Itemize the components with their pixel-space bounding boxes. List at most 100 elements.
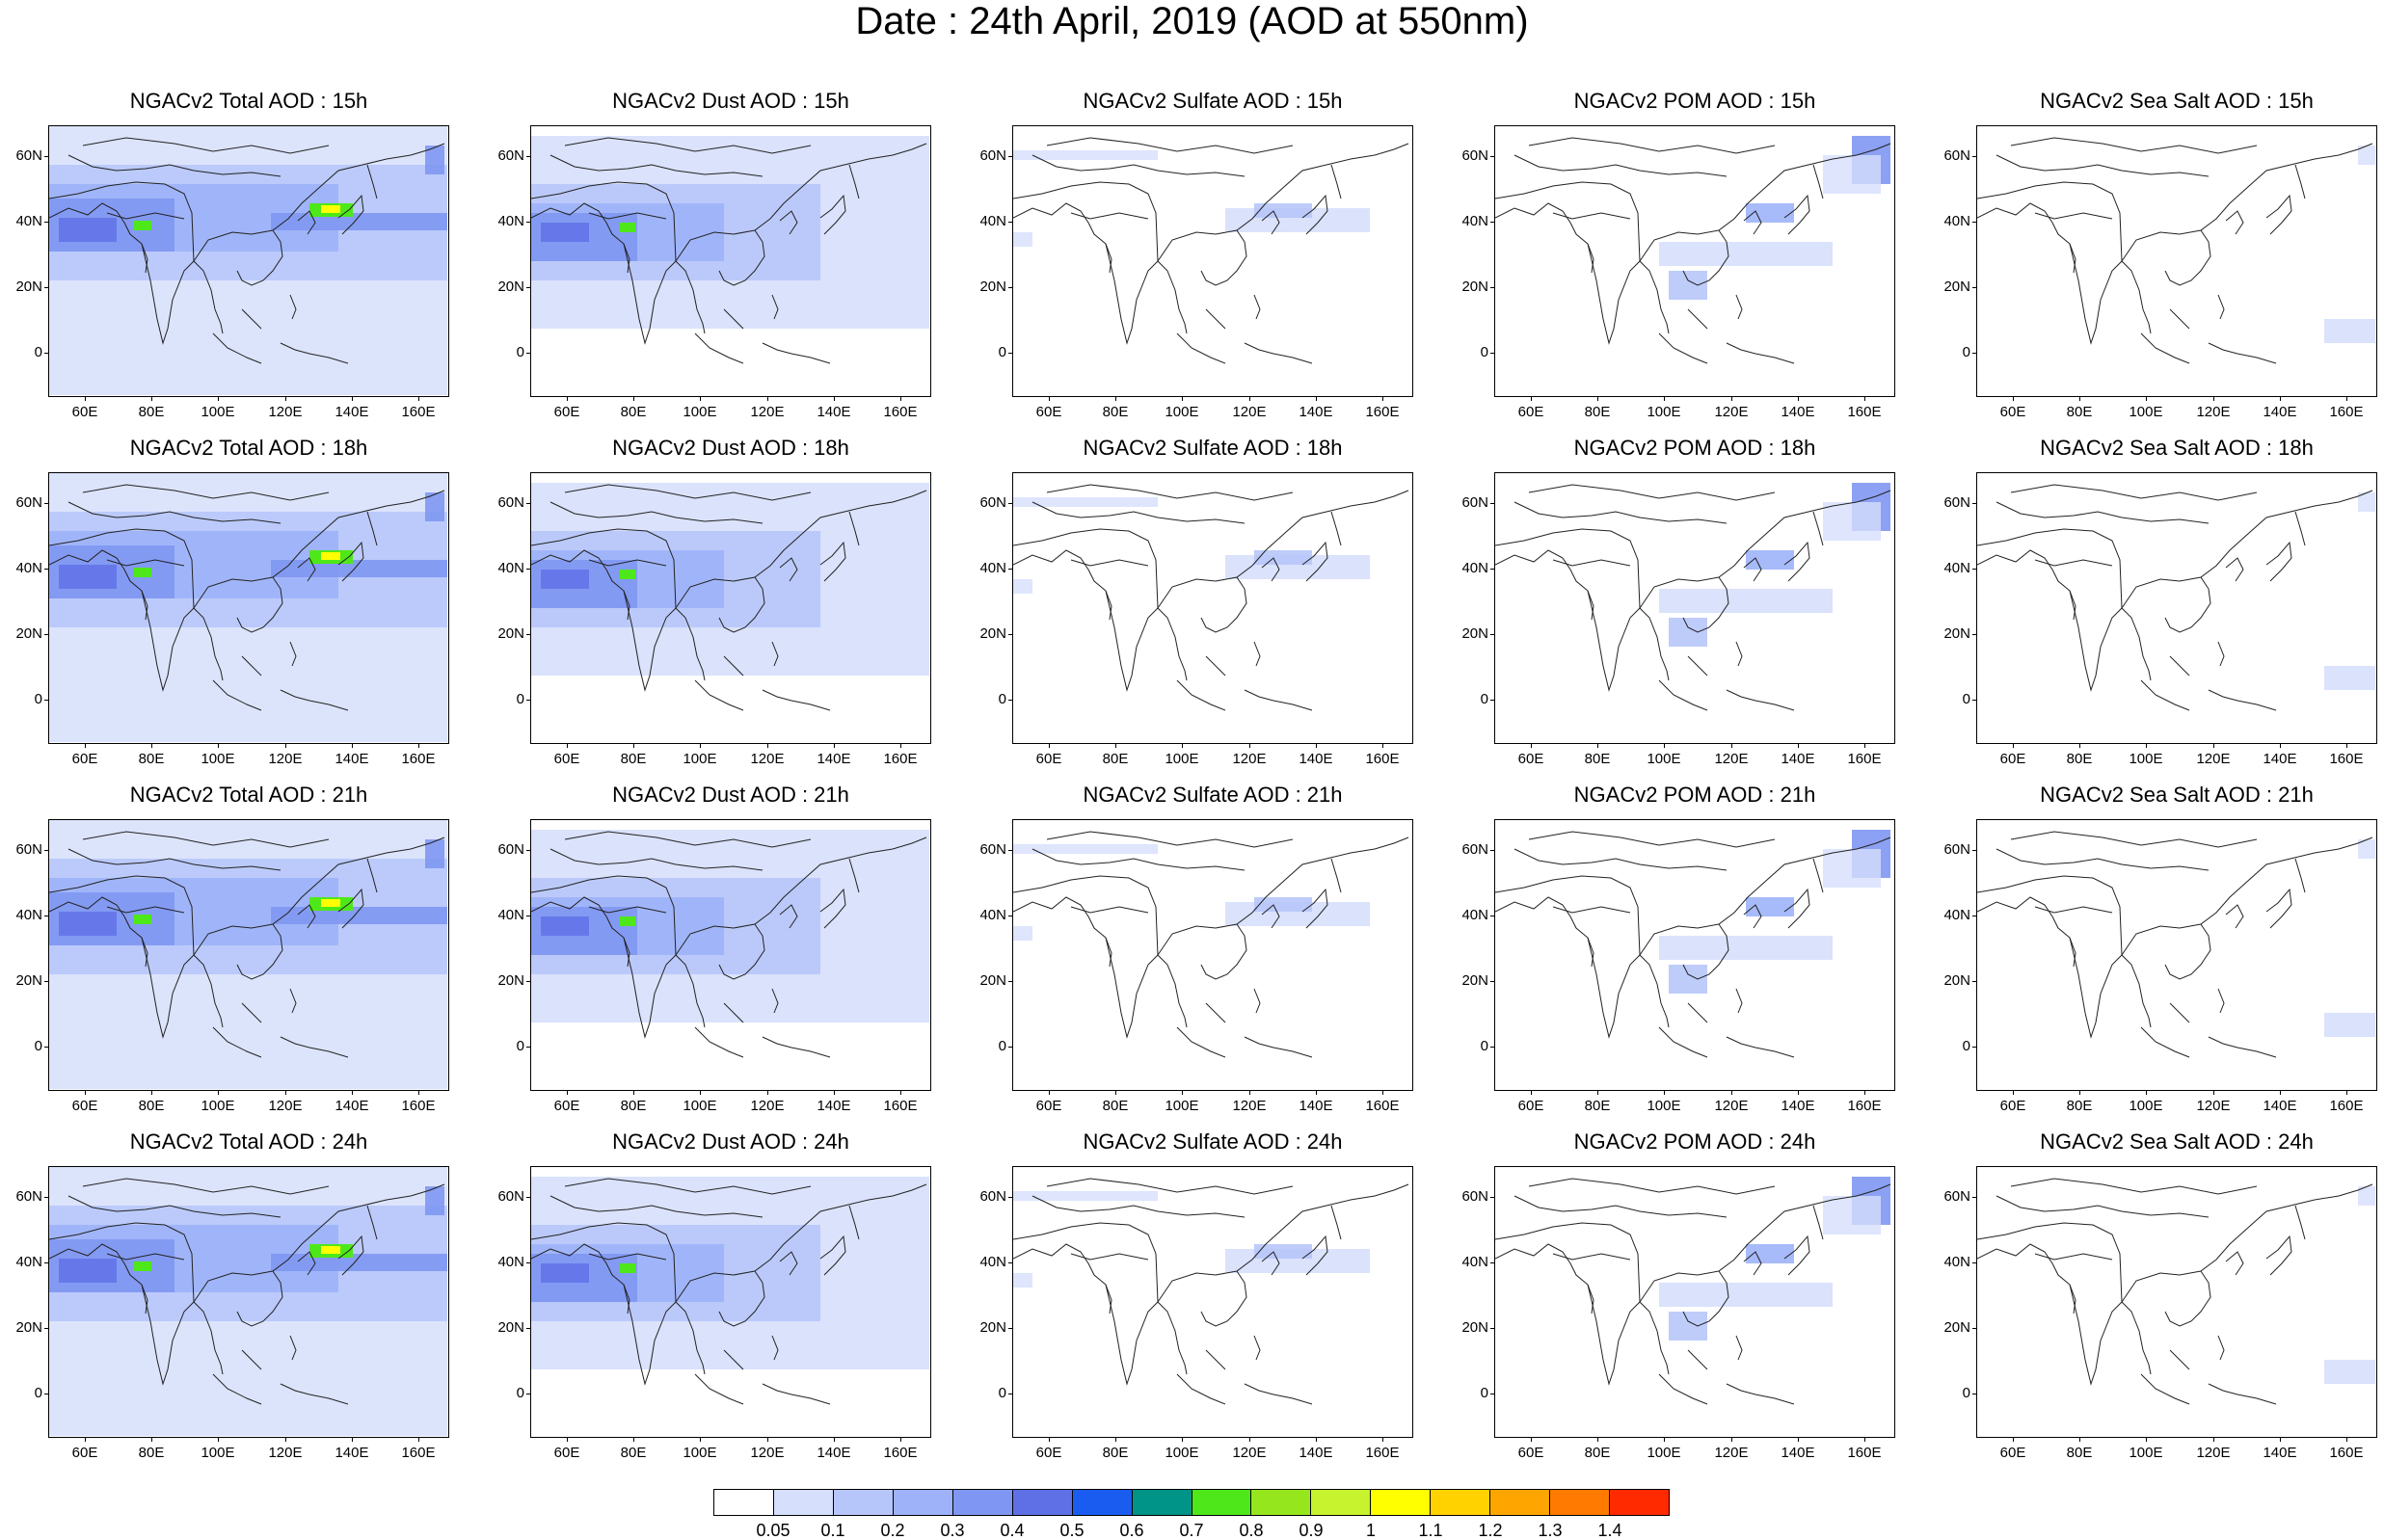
colorbar-swatch	[1012, 1490, 1073, 1515]
coastline	[1658, 332, 1708, 364]
coastline	[1301, 1235, 1328, 1276]
lon-tick-label: 60E	[1035, 751, 1062, 767]
panel-title: NGACv2 Dust AOD : 21h	[612, 783, 849, 807]
lon-tick-label: 60E	[1999, 1098, 2026, 1114]
lon-tick-label: 140E	[1299, 1098, 1333, 1114]
colorbar-swatch	[773, 1490, 834, 1515]
lat-tick-label: 0	[1480, 1038, 1488, 1054]
colorbar-swatch	[1251, 1490, 1312, 1515]
lat-tick-label: 40N	[15, 1254, 42, 1270]
lon-tick-label: 160E	[2329, 1445, 2364, 1461]
lon-tick-label: 140E	[2263, 404, 2297, 420]
map-panel: NGACv2 Sea Salt AOD : 18h 60N 40N 20N 0 60E 80…	[1943, 436, 2377, 783]
lon-tick	[418, 1438, 419, 1442]
lon-tick	[1115, 1438, 1116, 1442]
aod-shading	[59, 218, 117, 242]
aod-shading	[271, 213, 447, 230]
coastline	[2208, 689, 2277, 711]
lon-tick	[1531, 1438, 1532, 1442]
lat-tick-label: 40N	[979, 907, 1006, 923]
aod-shading	[1659, 936, 1833, 960]
colorbar-label: 1	[1365, 1521, 1376, 1540]
lat-tick	[526, 850, 530, 851]
map-canvas	[1013, 484, 1409, 711]
map-canvas	[531, 483, 929, 711]
coastline	[289, 988, 297, 1014]
aod-shading	[1013, 844, 1158, 854]
lon-tick-label: 80E	[2066, 1445, 2093, 1461]
lat-tick	[1008, 981, 1012, 982]
coastline	[1205, 1002, 1226, 1023]
lat-tick-label: 60N	[15, 841, 42, 858]
lat-tick-label: 60N	[497, 841, 524, 858]
aod-shading	[2358, 1186, 2375, 1206]
lat-tick	[1490, 1197, 1494, 1198]
lon-tick	[1182, 1091, 1183, 1095]
lat-tick-label: 60N	[1461, 1188, 1488, 1205]
panel-title: NGACv2 POM AOD : 18h	[1573, 436, 1816, 460]
lon-tick-label: 140E	[1781, 1445, 1815, 1461]
panel-title: NGACv2 Sulfate AOD : 18h	[1083, 436, 1343, 460]
coastline	[1205, 655, 1226, 677]
aod-shading	[2324, 1360, 2375, 1384]
aod-shading	[425, 146, 444, 174]
coastline	[531, 1222, 677, 1303]
lon-tick	[85, 1438, 86, 1442]
lon-tick-label: 160E	[883, 751, 918, 767]
lat-tick	[526, 503, 530, 504]
coastline	[366, 1205, 378, 1240]
colorbar-label: 0.2	[880, 1521, 905, 1540]
lon-tick	[1249, 1438, 1250, 1442]
lat-tick-label: 0	[516, 691, 524, 707]
map-canvas	[1977, 1178, 2375, 1405]
coastline	[1812, 1205, 1824, 1240]
lat-tick	[1008, 222, 1012, 223]
lon-tick-label: 100E	[1165, 751, 1199, 767]
coastline	[531, 896, 706, 1039]
coastline	[1205, 308, 1226, 330]
coastline	[1330, 164, 1342, 199]
lon-tick-label: 140E	[335, 1098, 369, 1114]
lon-tick	[218, 1091, 219, 1095]
lat-tick	[1490, 1328, 1494, 1329]
lat-tick	[1490, 1262, 1494, 1263]
coastline	[1513, 501, 1728, 524]
lon-tick	[285, 1091, 286, 1095]
coastline	[1735, 641, 1743, 667]
colorbar-swatch	[893, 1490, 953, 1515]
aod-shading	[1669, 271, 1707, 300]
lon-tick-label: 80E	[1584, 1445, 1611, 1461]
lon-tick-label: 160E	[1847, 1445, 1882, 1461]
lon-tick	[2079, 1438, 2080, 1442]
lon-tick	[1382, 1438, 1383, 1442]
lon-tick	[1731, 1438, 1732, 1442]
map-canvas	[531, 136, 929, 364]
lon-tick	[2346, 1438, 2347, 1442]
map-panel: NGACv2 Sulfate AOD : 24h 60N 40N 20N 0 60E 80E…	[979, 1129, 1413, 1476]
coastline	[2034, 1253, 2113, 1261]
aod-shading	[2358, 146, 2375, 165]
lat-tick-label: 20N	[1461, 972, 1488, 989]
coastline	[2169, 1002, 2190, 1023]
map-panel: NGACv2 Sea Salt AOD : 24h 60N 40N 20N 0 60E 80…	[1943, 1129, 2377, 1476]
coastline	[1687, 1002, 1708, 1023]
lat-tick	[526, 1047, 530, 1048]
lon-tick	[1115, 1091, 1116, 1095]
panel-title: NGACv2 Sulfate AOD : 21h	[1083, 783, 1343, 807]
colorbar-swatch	[714, 1490, 774, 1515]
colorbar-label: 0.6	[1119, 1521, 1144, 1540]
coastline	[2294, 858, 2306, 893]
coastline	[2140, 1373, 2190, 1405]
coastline	[1013, 528, 1159, 609]
coastline	[848, 858, 860, 893]
lon-tick-label: 160E	[883, 1445, 918, 1461]
lon-tick	[2079, 1091, 2080, 1095]
coastline	[67, 1195, 281, 1218]
coastline	[1735, 1335, 1743, 1361]
aod-shading	[59, 565, 117, 589]
lat-tick	[1490, 353, 1494, 354]
lon-tick-label: 120E	[1232, 404, 1267, 420]
lat-tick	[526, 287, 530, 288]
coastline	[241, 308, 262, 330]
lat-tick-label: 60N	[979, 1188, 1006, 1205]
